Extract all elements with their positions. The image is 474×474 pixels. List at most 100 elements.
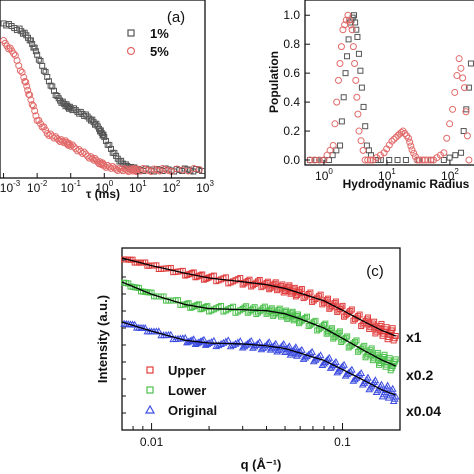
- b-point-1-24: [355, 127, 363, 135]
- a-xtick-label-1: 10-3: [0, 179, 21, 195]
- c-point-0-55: [237, 275, 244, 282]
- a-point-1-85: [102, 163, 110, 171]
- b-point-0-33: [402, 157, 409, 163]
- c-point-0-99: [298, 286, 305, 293]
- c-point-0-82: [279, 281, 286, 288]
- c-point-2-77: [271, 339, 280, 347]
- a-point-0-39: [49, 83, 56, 90]
- a-point-0-29: [32, 48, 39, 55]
- a-point-0-81: [106, 142, 113, 149]
- c-point-2-38: [198, 336, 207, 344]
- c-xtick-label-1: 0.1: [334, 435, 351, 449]
- b-point-1-56: [427, 156, 435, 164]
- c-point-2-165: [388, 384, 397, 392]
- b-point-1-9: [334, 76, 342, 84]
- b-point-0-18: [354, 33, 361, 40]
- a-point-0-35: [42, 69, 49, 76]
- b-point-0-37: [446, 154, 453, 161]
- b-point-1-11: [337, 43, 345, 51]
- b-point-0-6: [337, 142, 344, 149]
- b-xtick-label-2: 102: [441, 167, 459, 183]
- b-point-0-40: [460, 128, 467, 135]
- b-point-1-36: [388, 137, 396, 145]
- c-point-2-160: [383, 381, 392, 389]
- c-point-2-99: [298, 345, 306, 353]
- c-point-0-81: [278, 282, 285, 289]
- b-ytick-label-2: 0.4: [283, 95, 300, 109]
- c-point-2-116: [325, 353, 334, 361]
- c-point-2-22: [166, 330, 175, 338]
- c-point-0-153: [377, 322, 384, 329]
- a-point-1-22: [16, 67, 24, 75]
- a-point-1-74: [90, 156, 98, 164]
- panel-c-label: (c): [366, 263, 384, 280]
- b-point-0-21: [358, 84, 365, 91]
- a-point-1-31: [27, 96, 35, 104]
- b-point-0-17: [353, 26, 360, 33]
- a-point-0-76: [99, 132, 106, 139]
- a-point-1-87: [105, 163, 113, 171]
- b-point-0-23: [362, 123, 369, 130]
- c-point-2-65: [254, 339, 262, 347]
- axis-b-ylabel: Population: [267, 51, 281, 113]
- c-point-2-149: [371, 376, 380, 384]
- c-point-2-154: [377, 380, 386, 388]
- panel-b: 0.0 0.2 0.4 0.6 0.8 1.0 100 101 102 Population H…: [267, 0, 474, 191]
- c-point-0-40: [202, 275, 209, 282]
- panel-a: 10-3 10-2 10-1 100 101 102 103 (a) 1% 5% τ (ms…: [0, 0, 214, 201]
- c-point-0-132: [348, 306, 355, 313]
- c-point-0-159: [383, 324, 390, 331]
- panel-a-label: (a): [167, 9, 185, 26]
- b-point-0-11: [345, 36, 352, 43]
- c-point-1-102: [303, 313, 310, 320]
- a-point-0-37: [45, 78, 52, 85]
- a-xtick-label-6: 102: [163, 179, 181, 195]
- c-point-1-96: [295, 311, 302, 318]
- legend-c-lower-label: Lower: [168, 383, 206, 398]
- c-point-0-143: [364, 314, 371, 321]
- b-point-0-24: [363, 142, 370, 149]
- c-point-0-154: [378, 320, 385, 327]
- a-point-1-28: [24, 86, 32, 94]
- a-point-1-125: [195, 166, 203, 173]
- b-point-1-29: [366, 156, 374, 164]
- b-point-1-41: [397, 128, 405, 136]
- c-point-0-59: [244, 277, 251, 284]
- c-point-2-40: [201, 340, 210, 348]
- b-point-1-70: [462, 108, 470, 116]
- c-point-0-121: [332, 298, 339, 305]
- c-point-2-127: [340, 360, 348, 368]
- c-point-1-146: [368, 345, 375, 352]
- legend-c-upper-marker: [146, 366, 154, 374]
- b-point-1-19: [349, 43, 357, 51]
- c-point-1-135: [353, 337, 360, 344]
- b-point-1-6: [329, 142, 337, 150]
- c-point-0-71: [264, 278, 271, 285]
- b-point-0-9: [342, 70, 349, 77]
- b-point-0-22: [360, 103, 367, 110]
- b-point-1-10: [336, 59, 344, 67]
- a-point-1-105: [131, 167, 139, 174]
- scale-label-upper: x1: [406, 329, 422, 345]
- c-point-2-11: [141, 323, 150, 331]
- c-point-0-77: [272, 279, 279, 286]
- a-point-0-41: [52, 92, 59, 99]
- legend-c-upper-label: Upper: [168, 363, 206, 378]
- b-point-1-69: [460, 84, 468, 92]
- c-point-2-132: [348, 365, 356, 373]
- c-fit-line-1: [121, 281, 396, 367]
- b-ytick-label-0: 0.0: [283, 153, 300, 167]
- a-point-1-59: [66, 141, 74, 149]
- b-point-1-47: [407, 142, 415, 150]
- a-point-0-82: [108, 145, 115, 152]
- c-point-0-131: [347, 307, 354, 314]
- c-point-2-50: [224, 336, 233, 344]
- b-point-1-28: [364, 156, 372, 164]
- a-point-1-26: [22, 78, 30, 86]
- b-ytick-label-4: 0.8: [283, 37, 300, 51]
- axis-b-xlabel: Hydrodynamic Radius: [343, 177, 470, 191]
- b-xtick-label-1: 101: [378, 167, 396, 183]
- c-point-0-142: [363, 316, 370, 323]
- b-point-0-19: [355, 50, 362, 57]
- b-point-1-71: [463, 132, 471, 140]
